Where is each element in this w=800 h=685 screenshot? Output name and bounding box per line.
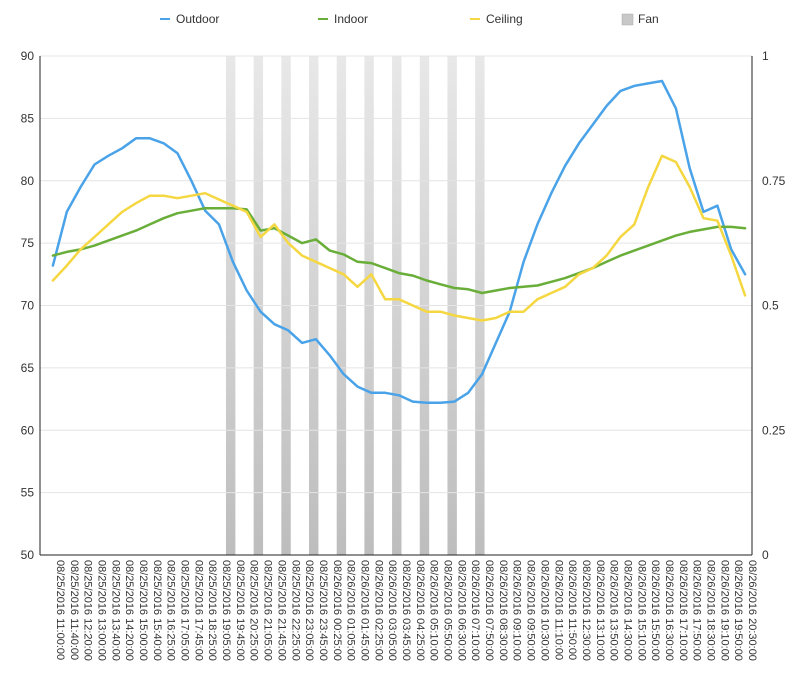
y-tick-label: 65 (21, 361, 35, 375)
y-tick-label: 55 (21, 486, 35, 500)
x-tick-label: 08/25/2016 19:45:00 (234, 560, 246, 661)
y-axis-left: 50 55 60 65 70 75 80 85 90 (21, 49, 35, 562)
y-right-tick-label: 0.25 (762, 423, 786, 437)
y-axis-right: 0 0.25 0.5 0.75 1 (762, 49, 786, 562)
grid-lines (40, 55, 752, 494)
x-tick-label: 08/26/2016 10:30:00 (538, 560, 550, 661)
x-tick-label: 08/26/2016 05:50:00 (442, 560, 454, 661)
x-tick-label: 08/25/2016 20:25:00 (248, 560, 260, 661)
x-tick-label: 08/25/2016 15:40:00 (151, 560, 163, 661)
x-tick-label: 08/25/2016 17:45:00 (192, 560, 204, 661)
x-tick-label: 08/26/2016 05:10:00 (428, 560, 440, 661)
x-tick-label: 08/25/2016 13:40:00 (109, 560, 121, 661)
x-tick-label: 08/26/2016 02:25:00 (372, 560, 384, 661)
series-lines (51, 79, 747, 405)
x-tick-label: 08/25/2016 16:25:00 (165, 560, 177, 661)
x-tick-label: 08/25/2016 11:40:00 (68, 560, 80, 660)
x-tick-label: 08/26/2016 08:30:00 (497, 560, 509, 661)
x-tick-label: 08/25/2016 17:05:00 (179, 560, 191, 661)
legend: Outdoor Indoor Ceiling Fan (160, 12, 659, 26)
x-tick-label: 08/26/2016 17:10:00 (677, 560, 689, 661)
x-tick-label: 08/25/2016 12:20:00 (82, 560, 94, 661)
y-right-tick-label: 1 (762, 49, 769, 63)
legend-label: Ceiling (486, 12, 523, 26)
y-tick-label: 80 (21, 174, 35, 188)
x-tick-label: 08/26/2016 03:05:00 (386, 560, 398, 661)
x-tick-label: 08/26/2016 14:30:00 (622, 560, 634, 661)
x-tick-label: 08/26/2016 09:50:00 (525, 560, 537, 661)
x-tick-label: 08/25/2016 15:00:00 (137, 560, 149, 661)
x-tick-label: 08/26/2016 09:10:00 (511, 560, 523, 661)
x-tick-label: 08/26/2016 13:10:00 (594, 560, 606, 661)
series-line-outdoor (51, 79, 747, 405)
x-tick-label: 08/25/2016 18:25:00 (206, 560, 218, 661)
legend-label: Outdoor (176, 12, 219, 26)
x-tick-label: 08/25/2016 19:05:00 (220, 560, 232, 661)
series-line-indoor (51, 206, 747, 295)
x-tick-label: 08/26/2016 13:50:00 (608, 560, 620, 661)
y-tick-label: 50 (21, 548, 35, 562)
x-tick-label: 08/26/2016 18:30:00 (705, 560, 717, 661)
x-tick-label: 08/25/2016 13:00:00 (96, 560, 108, 661)
y-tick-label: 60 (21, 423, 35, 437)
x-tick-label: 08/26/2016 01:05:00 (345, 560, 357, 661)
axes (39, 56, 753, 556)
x-tick-label: 08/26/2016 17:50:00 (691, 560, 703, 661)
x-tick-label: 08/26/2016 00:25:00 (331, 560, 343, 661)
x-tick-label: 08/26/2016 04:25:00 (414, 560, 426, 661)
x-tick-label: 08/26/2016 07:50:00 (483, 560, 495, 661)
x-tick-label: 08/26/2016 15:50:00 (649, 560, 661, 661)
x-tick-label: 08/26/2016 11:50:00 (566, 560, 578, 660)
x-tick-label: 08/26/2016 07:10:00 (469, 560, 481, 661)
legend-label: Fan (638, 12, 659, 26)
x-tick-label: 08/25/2016 14:20:00 (123, 560, 135, 661)
x-tick-label: 08/25/2016 21:05:00 (262, 560, 274, 661)
x-tick-label: 08/26/2016 03:45:00 (400, 560, 412, 661)
x-tick-label: 08/26/2016 11:10:00 (552, 560, 564, 660)
y-right-tick-label: 0.5 (762, 299, 779, 313)
legend-swatch (621, 13, 634, 26)
y-tick-label: 85 (21, 111, 35, 125)
y-tick-label: 75 (21, 236, 35, 250)
x-tick-label: 08/26/2016 15:10:00 (635, 560, 647, 661)
x-tick-label: 08/26/2016 06:30:00 (455, 560, 467, 661)
legend-label: Indoor (334, 12, 368, 26)
y-tick-label: 90 (21, 49, 35, 63)
x-tick-label: 08/26/2016 01:45:00 (359, 560, 371, 661)
x-tick-label: 08/26/2016 16:30:00 (663, 560, 675, 661)
x-axis: 08/25/2016 11:00:00 08/25/2016 11:40:00 08… (54, 560, 758, 661)
x-tick-label: 08/26/2016 20:30:00 (746, 560, 758, 661)
x-tick-label: 08/26/2016 12:30:00 (580, 560, 592, 661)
x-tick-label: 08/25/2016 23:05:00 (303, 560, 315, 661)
x-tick-label: 08/25/2016 21:45:00 (275, 560, 287, 661)
series-line-ceiling (51, 154, 747, 322)
x-tick-label: 08/25/2016 22:25:00 (289, 560, 301, 661)
x-tick-label: 08/25/2016 23:45:00 (317, 560, 329, 661)
y-right-tick-label: 0.75 (762, 174, 786, 188)
x-tick-label: 08/26/2016 19:50:00 (732, 560, 744, 661)
y-tick-label: 70 (21, 299, 35, 313)
x-tick-label: 08/26/2016 19:10:00 (718, 560, 730, 661)
y-right-tick-label: 0 (762, 548, 769, 562)
x-tick-label: 08/25/2016 11:00:00 (54, 560, 66, 660)
